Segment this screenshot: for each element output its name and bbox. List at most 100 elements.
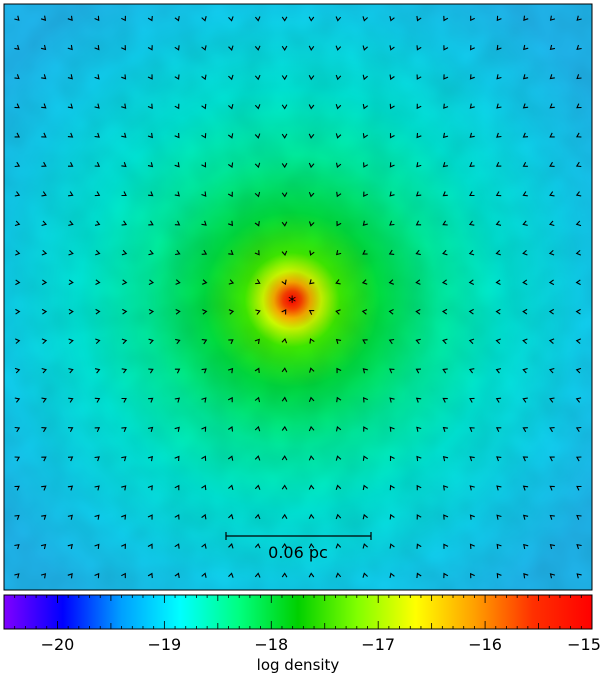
velocity-vector xyxy=(201,513,207,520)
velocity-vector xyxy=(363,162,369,168)
velocity-vector xyxy=(281,104,288,110)
velocity-vector xyxy=(416,426,422,432)
velocity-vector xyxy=(94,397,101,403)
velocity-vector xyxy=(443,485,449,491)
velocity-vector xyxy=(388,338,395,345)
velocity-vector xyxy=(174,74,180,80)
velocity-vector xyxy=(147,162,154,168)
scale-bar: 0.06 pc xyxy=(225,532,372,562)
velocity-vector xyxy=(147,132,153,139)
velocity-vector xyxy=(389,220,395,226)
velocity-vector xyxy=(68,368,74,374)
velocity-vector xyxy=(548,220,555,227)
velocity-vector xyxy=(121,103,127,109)
velocity-vector xyxy=(254,484,261,490)
velocity-vector xyxy=(335,543,342,549)
velocity-vector xyxy=(576,485,582,491)
velocity-vector xyxy=(41,308,48,315)
velocity-vector xyxy=(469,161,475,168)
velocity-vector xyxy=(228,220,234,227)
velocity-vector xyxy=(335,338,342,345)
velocity-vector xyxy=(335,16,342,22)
velocity-vector xyxy=(389,455,395,461)
velocity-vector xyxy=(469,456,475,462)
velocity-vector xyxy=(254,133,261,139)
velocity-vector xyxy=(254,425,261,432)
velocity-vector xyxy=(443,514,449,520)
velocity-vector xyxy=(522,249,528,256)
velocity-vector xyxy=(255,309,261,315)
velocity-vector xyxy=(148,338,154,345)
velocity-vector xyxy=(201,572,207,578)
velocity-vector xyxy=(523,572,529,579)
velocity-vector xyxy=(201,45,207,51)
velocity-vector xyxy=(308,484,315,490)
velocity-vector xyxy=(495,308,501,315)
velocity-vector xyxy=(121,249,128,256)
velocity-vector xyxy=(148,191,154,197)
velocity-vector xyxy=(254,572,261,578)
velocity-vector xyxy=(442,397,448,403)
velocity-vector xyxy=(469,514,475,520)
velocity-vector xyxy=(202,309,208,315)
velocity-vector xyxy=(67,74,73,80)
velocity-vector xyxy=(281,279,287,286)
velocity-vector xyxy=(495,249,501,256)
velocity-vector xyxy=(201,339,208,345)
velocity-vector xyxy=(281,75,288,81)
velocity-vector xyxy=(442,191,448,197)
velocity-vector xyxy=(14,456,21,462)
velocity-vector xyxy=(416,103,422,110)
velocity-vector xyxy=(468,338,475,345)
velocity-vector xyxy=(281,45,288,51)
velocity-vector xyxy=(443,543,449,549)
velocity-vector xyxy=(389,397,395,403)
velocity-vector xyxy=(575,220,582,227)
velocity-vector xyxy=(389,368,395,374)
velocity-vector xyxy=(548,367,555,374)
velocity-vector xyxy=(362,572,368,578)
velocity-vector xyxy=(121,132,127,138)
velocity-vector xyxy=(68,308,74,315)
velocity-vector xyxy=(335,104,342,110)
colorbar-title: log density xyxy=(257,656,340,674)
density-texture xyxy=(4,4,592,590)
velocity-vector xyxy=(496,15,502,22)
velocity-vector xyxy=(416,484,422,491)
velocity-vector xyxy=(14,514,20,520)
velocity-vector xyxy=(174,16,180,22)
velocity-vector xyxy=(309,279,315,285)
velocity-vector xyxy=(175,338,181,345)
velocity-vector xyxy=(495,397,502,403)
velocity-vector xyxy=(41,132,47,138)
velocity-vector xyxy=(254,455,261,461)
colorbar-tick-labels: −20 −19 −18 −17 −16 −15 xyxy=(41,635,601,654)
velocity-vector xyxy=(254,191,261,198)
velocity-vector xyxy=(548,308,555,315)
velocity-vector xyxy=(575,191,582,197)
velocity-vector xyxy=(41,338,48,345)
velocity-vector xyxy=(468,249,475,256)
core-marker: * xyxy=(288,292,296,311)
velocity-vector xyxy=(228,543,234,549)
velocity-vector xyxy=(174,191,180,197)
velocity-vector xyxy=(362,249,368,255)
velocity-vector xyxy=(362,16,368,22)
velocity-vector xyxy=(121,485,127,491)
velocity-vector xyxy=(94,572,100,579)
colorbar-tick-label: −19 xyxy=(147,635,181,654)
velocity-vector xyxy=(496,485,502,491)
velocity-vector xyxy=(254,162,261,169)
velocity-vector xyxy=(576,573,582,579)
velocity-vector xyxy=(228,249,234,255)
velocity-vector xyxy=(388,309,394,315)
velocity-vector xyxy=(575,132,582,138)
velocity-vector xyxy=(335,249,342,256)
velocity-vector xyxy=(94,220,101,226)
velocity-vector xyxy=(522,308,528,315)
velocity-vector xyxy=(308,396,315,402)
velocity-vector xyxy=(495,338,501,345)
velocity-vector xyxy=(549,427,555,433)
velocity-vector xyxy=(335,572,342,578)
velocity-vector xyxy=(254,543,261,549)
